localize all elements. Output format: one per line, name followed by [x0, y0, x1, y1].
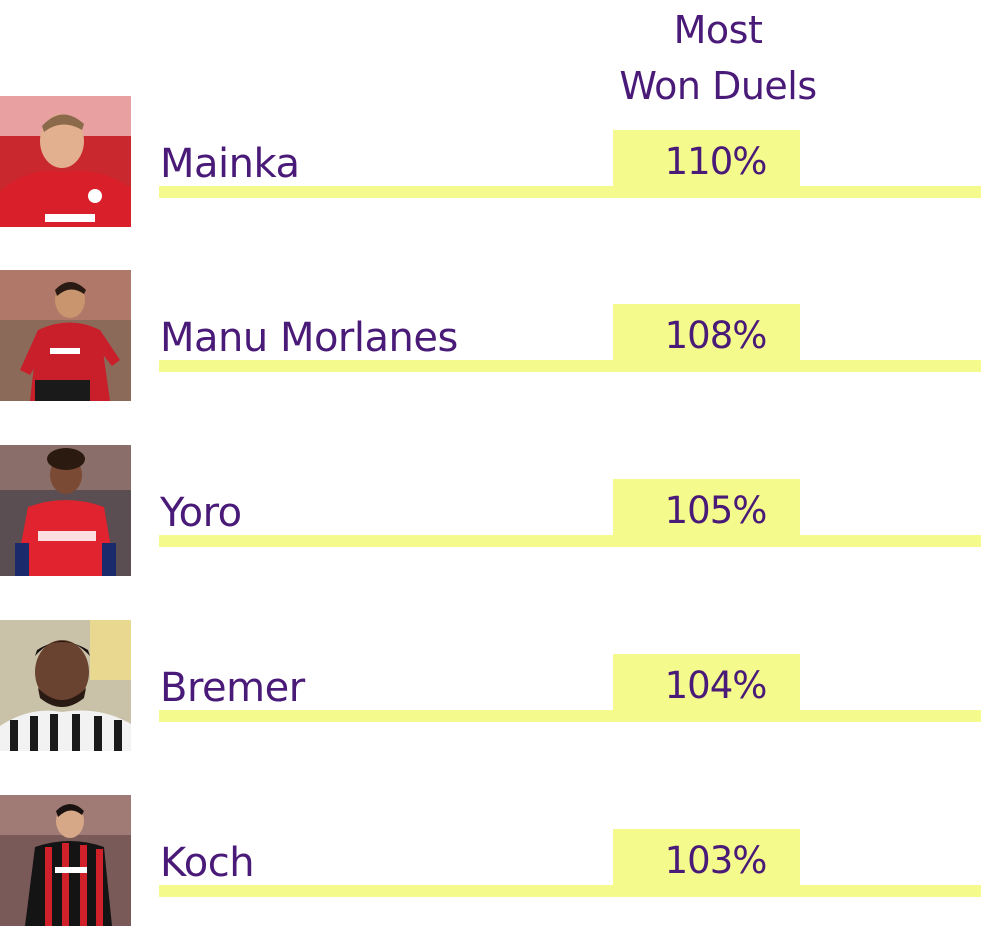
player-photo: [0, 270, 131, 401]
value-label: 103%: [664, 839, 768, 882]
value-highlight: [613, 130, 800, 190]
value-label: 110%: [664, 140, 768, 183]
player-name: Mainka: [160, 141, 300, 187]
value-label: 105%: [664, 489, 768, 532]
player-photo: [0, 445, 131, 576]
player-name: Bremer: [160, 665, 305, 711]
value-label: 108%: [664, 314, 768, 357]
table-row: Koch 103%: [0, 795, 981, 929]
column-header-line-1: Most: [673, 8, 763, 52]
player-name: Manu Morlanes: [160, 315, 458, 361]
player-photo: [0, 96, 131, 227]
value-highlight: [613, 304, 800, 364]
column-header: Most Won Duels: [603, 2, 833, 114]
table-row: Mainka 110%: [0, 96, 981, 230]
value-highlight: [613, 654, 800, 714]
player-photo: [0, 620, 131, 751]
player-name: Koch: [160, 840, 255, 886]
value-label: 104%: [664, 664, 768, 707]
row-underline: [159, 885, 981, 897]
value-highlight: [613, 479, 800, 539]
value-highlight: [613, 829, 800, 889]
table-row: Bremer 104%: [0, 620, 981, 754]
table-row: Manu Morlanes 108%: [0, 270, 981, 404]
player-photo: [0, 795, 131, 926]
player-name: Yoro: [160, 490, 242, 536]
row-underline: [159, 535, 981, 547]
column-header-line-2: Won Duels: [619, 64, 817, 108]
table-row: Yoro 105%: [0, 445, 981, 579]
